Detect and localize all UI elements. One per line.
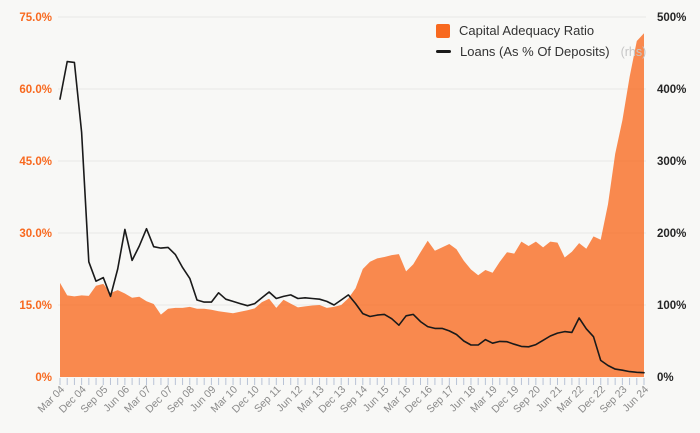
line-series-swatch-icon xyxy=(436,50,451,53)
area-series-swatch-icon xyxy=(436,23,450,38)
svg-text:0%: 0% xyxy=(35,372,52,384)
svg-text:0%: 0% xyxy=(657,372,674,384)
svg-text:60.0%: 60.0% xyxy=(19,84,52,96)
svg-text:100%: 100% xyxy=(657,300,686,312)
svg-text:200%: 200% xyxy=(657,228,686,240)
legend-label-capital-adequacy-ratio: Capital Adequacy Ratio xyxy=(459,23,595,38)
legend-label-loans: Loans (As % Of Deposits) xyxy=(460,44,610,59)
legend-item-capital-adequacy-ratio[interactable]: Capital Adequacy Ratio xyxy=(436,23,646,38)
svg-text:30.0%: 30.0% xyxy=(19,228,52,240)
svg-text:500%: 500% xyxy=(657,12,686,24)
svg-text:15.0%: 15.0% xyxy=(19,300,52,312)
legend-item-loans[interactable]: Loans (As % Of Deposits) (rhs) xyxy=(436,44,646,59)
legend: Capital Adequacy Ratio Loans (As % Of De… xyxy=(436,23,646,59)
svg-text:300%: 300% xyxy=(657,156,686,168)
svg-text:45.0%: 45.0% xyxy=(19,156,52,168)
legend-rhs-tag: (rhs) xyxy=(620,44,647,59)
svg-text:75.0%: 75.0% xyxy=(19,12,52,24)
svg-text:400%: 400% xyxy=(657,84,686,96)
